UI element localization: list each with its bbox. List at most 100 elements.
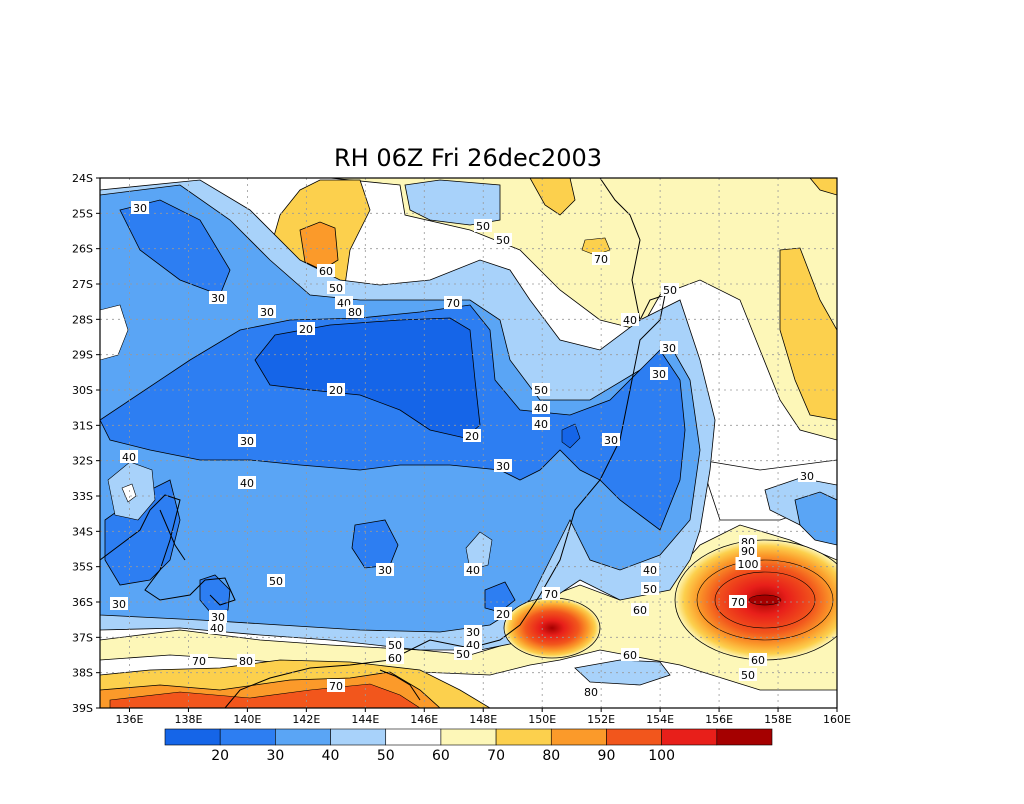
contour-label: 70	[446, 297, 460, 310]
contour-label: 90	[741, 545, 755, 558]
contour-label-bg	[376, 563, 394, 576]
contour-label: 30	[662, 342, 676, 355]
colorbar-label: 70	[487, 748, 505, 764]
contour-label: 30	[378, 564, 392, 577]
contour-label: 30	[112, 598, 126, 611]
colorbar-swatch	[275, 728, 331, 746]
contour-label-bg	[209, 291, 227, 304]
lat-tick-label: 37S	[72, 631, 93, 644]
lat-tick-label: 34S	[72, 525, 93, 538]
contour-label-bg	[474, 219, 492, 232]
colorbar-label: 60	[432, 748, 450, 764]
contour-label-bg	[267, 574, 285, 587]
lat-tick-label: 27S	[72, 278, 93, 291]
contour-label: 30	[800, 470, 814, 483]
contour-label-bg	[386, 638, 404, 651]
contour-label: 50	[269, 575, 283, 588]
contour-label: 50	[534, 384, 548, 397]
lat-tick-label: 29S	[72, 349, 93, 362]
contour-label-bg	[650, 367, 668, 380]
contour-label-bg	[386, 651, 404, 664]
lon-tick-label: 142E	[292, 713, 320, 726]
contour-label-bg	[621, 648, 639, 661]
contour-label-bg	[661, 283, 679, 296]
contour-label-bg	[582, 685, 600, 698]
contour-label: 30	[652, 368, 666, 381]
field-60-70-north	[230, 178, 837, 441]
lon-tick-label: 148E	[469, 713, 497, 726]
contour-label: 40	[122, 451, 136, 464]
lat-tick-label: 24S	[72, 172, 93, 185]
contour-label-bg	[542, 587, 560, 600]
contour-label: 40	[623, 314, 637, 327]
contour-label: 70	[544, 588, 558, 601]
contour-label-bg	[120, 450, 138, 463]
rh-map: 3030302020203030404030505070605040807050…	[72, 172, 851, 726]
contour-label-bg	[346, 305, 364, 318]
contour-label: 20	[496, 608, 510, 621]
contour-label-bg	[327, 383, 345, 396]
contour-label-bg	[297, 322, 315, 335]
lat-tick-label: 28S	[72, 313, 93, 326]
colorbar-swatch	[550, 728, 607, 746]
colorbar-swatch	[440, 728, 497, 746]
contour-label: 70	[594, 253, 608, 266]
colorbar-swatch	[164, 728, 221, 746]
lon-tick-label: 152E	[587, 713, 615, 726]
contour-label-bg	[735, 557, 761, 570]
contour-label: 30	[466, 626, 480, 639]
colorbar-label: 100	[648, 748, 675, 764]
contour-label-bg	[532, 383, 550, 396]
contour-label-bg	[532, 401, 550, 414]
colorbar-label: 90	[598, 748, 616, 764]
contour-label-bg	[464, 625, 482, 638]
colorbar-swatch	[330, 728, 387, 746]
contour-label: 50	[329, 282, 343, 295]
lon-tick-label: 154E	[646, 713, 674, 726]
contour-label: 20	[465, 430, 479, 443]
contour-label: 40	[240, 477, 254, 490]
contour-label-bg	[739, 544, 757, 557]
lon-tick-label: 146E	[410, 713, 438, 726]
contour-label: 40	[643, 564, 657, 577]
contour-label: 70	[731, 596, 745, 609]
lat-tick-label: 26S	[72, 243, 93, 256]
contour-labels: 3030302020203030404030505070605040807050…	[110, 201, 816, 699]
contour-label: 70	[192, 655, 206, 668]
contour-label-bg	[494, 233, 512, 246]
contour-label: 40	[534, 402, 548, 415]
lat-tick-label: 32S	[72, 455, 93, 468]
contour-label: 20	[329, 384, 343, 397]
contour-label-bg	[190, 654, 208, 667]
colorbar-label: 30	[266, 748, 284, 764]
contour-label-bg	[237, 654, 255, 667]
contour-label-bg	[494, 459, 512, 472]
contour-label: 40	[534, 418, 548, 431]
lat-tick-label: 35S	[72, 561, 93, 574]
colorbar-swatch	[385, 728, 442, 746]
contour-label: 50	[388, 639, 402, 652]
contour-label-bg	[327, 281, 345, 294]
contour-label: 60	[751, 654, 765, 667]
lat-tick-label: 25S	[72, 207, 93, 220]
contour-label: 20	[299, 323, 313, 336]
coastline	[224, 178, 666, 708]
colorbar-label: 50	[377, 748, 395, 764]
colorbar-swatch	[606, 728, 662, 746]
contour-label-bg	[631, 603, 649, 616]
contour-label: 50	[456, 648, 470, 661]
contour-label-bg	[258, 305, 276, 318]
contour-label: 30	[260, 306, 274, 319]
colorbar-swatch	[495, 728, 552, 746]
contour-label-bg	[238, 476, 256, 489]
colorbar-swatch	[219, 728, 276, 746]
lat-tick-label: 31S	[72, 419, 93, 432]
lat-tick-label: 33S	[72, 490, 93, 503]
contour-label-bg	[454, 647, 472, 660]
contour-label-bg	[798, 469, 816, 482]
lon-tick-label: 150E	[528, 713, 556, 726]
contour-label: 50	[663, 284, 677, 297]
lat-tick-label: 39S	[72, 702, 93, 715]
contour-label-bg	[494, 607, 512, 620]
map-axes: 136E 138E 140E 142E 144E 146E 148E 150E 152E 154E…	[72, 172, 851, 726]
